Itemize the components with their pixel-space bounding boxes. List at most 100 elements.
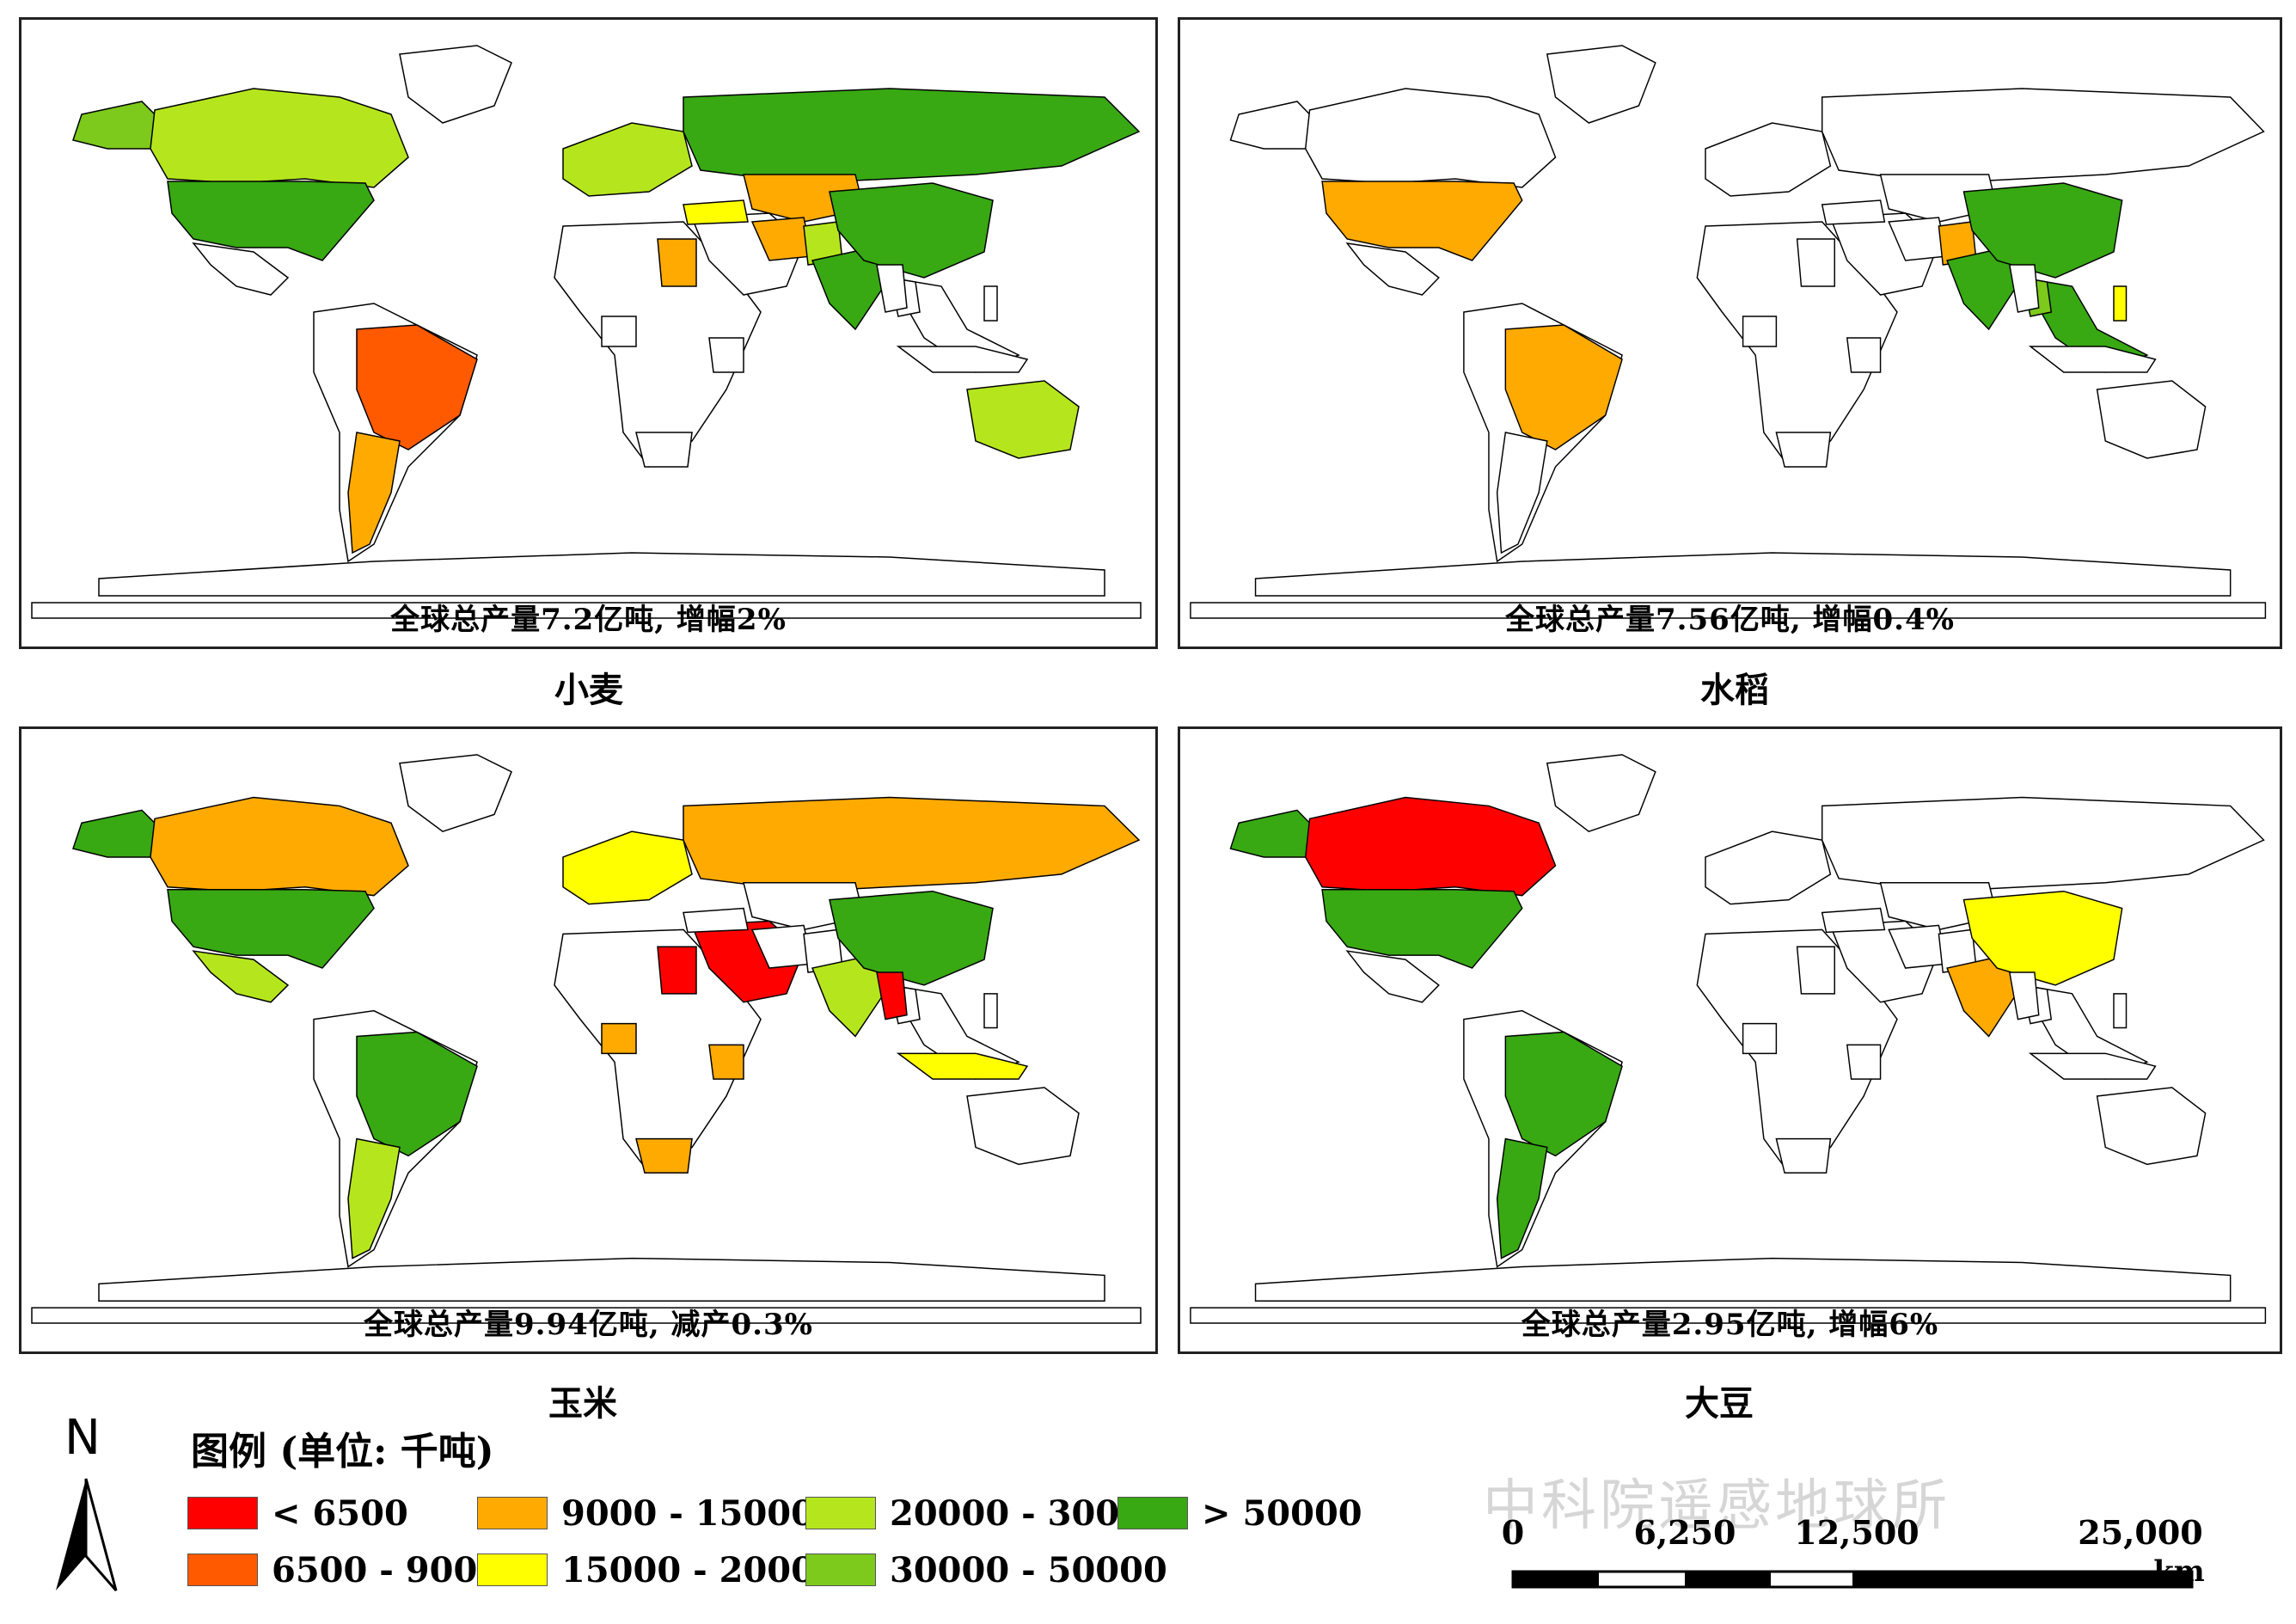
region-indonesia: [896, 1052, 1029, 1080]
region-europe: [1705, 830, 1832, 905]
crop-title-rice: 水稻: [1700, 670, 1769, 710]
region-usa: [167, 888, 375, 969]
map-panel-rice: 全球总产量7.56亿吨, 增幅0.4%: [1178, 17, 2282, 649]
region-china: [829, 182, 994, 279]
region-usa: [167, 181, 375, 261]
region-nigeria: [601, 316, 637, 347]
legend-swatch: [187, 1497, 258, 1529]
region-usa: [1321, 888, 1523, 969]
legend-label: < 6500: [272, 1492, 408, 1534]
region-ethiopia: [1846, 1044, 1882, 1080]
region-myanmar: [876, 971, 908, 1020]
legend-label: 9000 - 15000: [561, 1492, 815, 1534]
legend-item: 6500 - 9000: [187, 1549, 502, 1590]
region-russia: [1821, 796, 2265, 892]
region-north-america-west: [1229, 101, 1315, 150]
scale-tick-3: 25,000: [2078, 1513, 2203, 1552]
legend-item: 20000 - 30000: [805, 1493, 1167, 1534]
region-brazil: [356, 324, 478, 450]
map-frame-strip: [31, 602, 1142, 619]
region-brazil: [1504, 1031, 1623, 1157]
region-europe: [1705, 122, 1832, 197]
region-egypt: [1796, 238, 1835, 287]
map-caption: 全球总产量9.94亿吨, 减产0.3%: [364, 1308, 813, 1342]
region-indonesia: [2028, 346, 2157, 373]
region-argentina: [1496, 432, 1548, 555]
map-panel-maize: 全球总产量9.94亿吨, 减产0.3%: [19, 726, 1158, 1354]
region-europe: [562, 122, 693, 197]
region-turkey: [683, 199, 749, 225]
region-australia: [966, 380, 1080, 459]
legend-item: < 6500: [187, 1492, 408, 1534]
region-mexico: [192, 950, 290, 1003]
world-map-maize: [31, 754, 1142, 1324]
region-russia: [1821, 88, 2265, 184]
map-frame-strip: [1190, 602, 2267, 619]
region-south-africa: [1775, 432, 1832, 468]
legend-label: 30000 - 50000: [890, 1549, 1167, 1590]
region-turkey: [1821, 907, 1886, 934]
legend-swatch: [477, 1554, 548, 1586]
legend-swatch: [1117, 1497, 1188, 1529]
region-australia: [2096, 380, 2207, 459]
region-antarctica: [1254, 1257, 2232, 1302]
map-frame-strip: [1190, 1307, 2267, 1324]
region-philippines: [983, 285, 998, 322]
region-argentina: [1496, 1137, 1548, 1259]
world-map-soybean: [1190, 754, 2267, 1324]
scale-tick-1: 6,250: [1633, 1513, 1736, 1552]
region-turkey: [683, 907, 749, 934]
region-greenland: [1546, 45, 1656, 124]
region-ethiopia: [708, 1044, 744, 1080]
region-south-africa: [635, 432, 693, 468]
legend-swatch: [477, 1497, 548, 1529]
scale-bar-graphic: [1511, 1570, 2194, 1589]
region-nigeria: [1742, 316, 1778, 347]
region-australia: [2096, 1087, 2207, 1166]
region-usa: [1321, 181, 1523, 261]
region-indonesia: [896, 346, 1029, 373]
scale-tick-0: 0: [1501, 1513, 1525, 1552]
region-greenland: [1546, 754, 1656, 833]
map-caption: 全球总产量2.95亿吨, 增幅6%: [1521, 1308, 1939, 1342]
region-brazil: [1504, 324, 1623, 450]
region-philippines: [983, 993, 998, 1029]
region-mexico: [1345, 950, 1440, 1003]
region-mexico: [192, 242, 290, 296]
region-south-africa: [1775, 1137, 1832, 1174]
region-russia: [683, 88, 1141, 184]
region-europe: [562, 830, 693, 905]
region-south-africa: [635, 1137, 693, 1174]
region-nigeria: [1742, 1022, 1778, 1055]
watermark: 中科院遥感地球所: [1483, 1474, 1950, 1538]
region-myanmar: [876, 264, 908, 313]
region-brazil: [356, 1031, 478, 1157]
region-canada: [150, 796, 409, 897]
map-caption: 全球总产量7.2亿吨, 增幅2%: [390, 603, 787, 637]
region-philippines: [2113, 285, 2128, 322]
scale-bar: 0 6,250 12,500 25,000 km: [1502, 1513, 2205, 1590]
region-greenland: [399, 45, 512, 124]
region-argentina: [347, 1137, 401, 1259]
world-map-rice: [1190, 45, 2267, 619]
region-ethiopia: [708, 337, 744, 373]
region-antarctica: [98, 1257, 1105, 1302]
region-egypt: [1796, 946, 1835, 995]
north-label: N: [64, 1410, 101, 1466]
region-mexico: [1345, 242, 1440, 296]
legend-swatch: [805, 1554, 876, 1586]
region-nigeria: [601, 1022, 637, 1055]
region-philippines: [2113, 993, 2128, 1029]
legend-label: 6500 - 9000: [272, 1549, 502, 1590]
scale-tick-2: 12,500: [1794, 1513, 1919, 1552]
scale-unit: km: [2153, 1554, 2205, 1589]
region-egypt: [657, 238, 697, 287]
region-china: [829, 890, 994, 986]
region-australia: [966, 1087, 1080, 1166]
region-china: [1962, 890, 2123, 986]
map-panel-wheat: 全球总产量7.2亿吨, 增幅2%: [19, 17, 1158, 649]
map-caption: 全球总产量7.56亿吨, 增幅0.4%: [1505, 603, 1955, 637]
world-map-wheat: [31, 45, 1142, 619]
region-canada: [150, 88, 409, 188]
region-china: [1962, 182, 2123, 279]
